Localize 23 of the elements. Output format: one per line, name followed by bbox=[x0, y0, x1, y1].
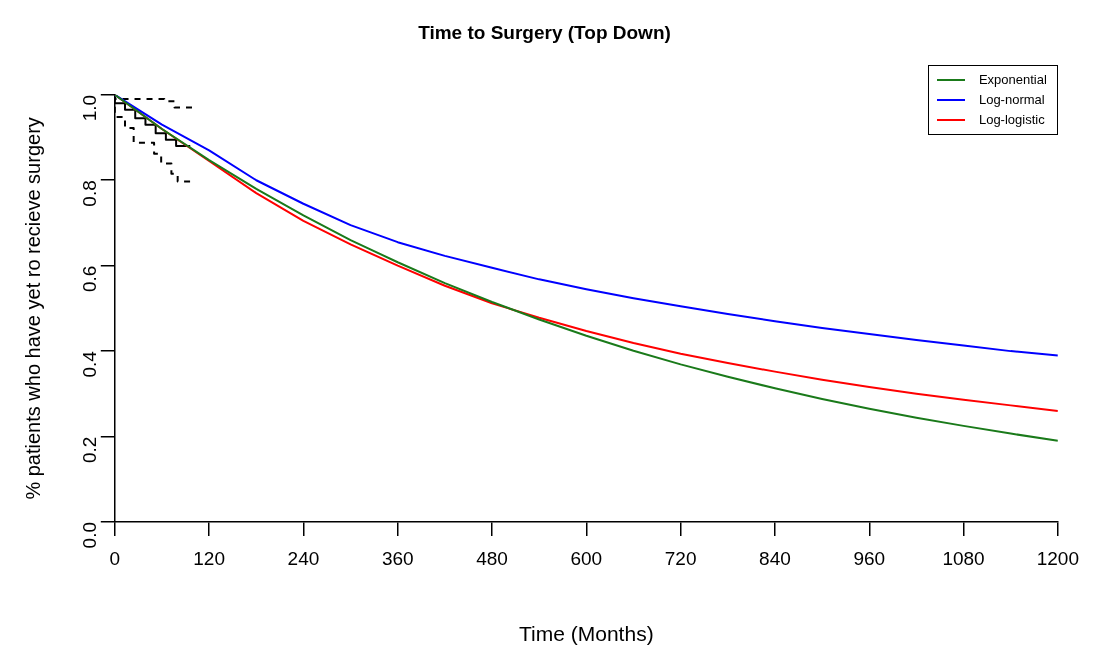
x-tick-label: 120 bbox=[193, 547, 225, 569]
x-tick-label: 1080 bbox=[942, 547, 985, 569]
x-tick-label: 960 bbox=[853, 547, 886, 569]
y-tick-label: 0.4 bbox=[79, 350, 101, 378]
x-axis-title: Time (Months) bbox=[519, 622, 654, 646]
x-tick-label: 600 bbox=[570, 547, 603, 569]
legend-label: Exponential bbox=[978, 70, 1047, 89]
y-tick-label: 0.0 bbox=[79, 522, 101, 549]
chart-title: Time to Surgery (Top Down) bbox=[418, 21, 671, 43]
y-tick-label: 0.6 bbox=[79, 265, 101, 293]
x-tick-label: 0 bbox=[109, 547, 121, 569]
x-tick-label: 360 bbox=[381, 547, 414, 569]
x-tick-label: 720 bbox=[664, 547, 697, 569]
x-tick-label: 840 bbox=[759, 547, 791, 569]
y-tick-label: 0.2 bbox=[79, 436, 101, 463]
x-tick-label: 240 bbox=[287, 547, 320, 569]
legend-label: Log-normal bbox=[978, 90, 1045, 109]
y-axis-title: % patients who have yet ro recieve surgery bbox=[21, 117, 44, 500]
x-tick-label: 480 bbox=[476, 547, 508, 569]
legend-label: Log-logistic bbox=[978, 110, 1045, 129]
y-tick-label: 1.0 bbox=[79, 94, 101, 122]
x-tick-label: 1200 bbox=[1036, 547, 1080, 569]
y-tick-label: 0.8 bbox=[79, 180, 101, 207]
